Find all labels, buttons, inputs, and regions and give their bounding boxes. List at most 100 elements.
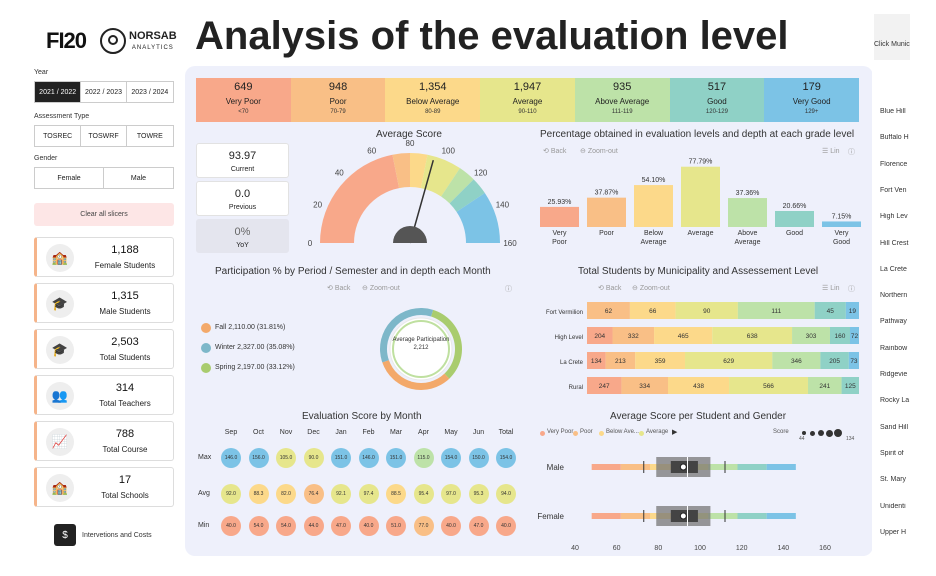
municipality-item[interactable]: Unidenti [880, 502, 906, 510]
score-dot[interactable]: 88.3 [248, 484, 269, 504]
back-button[interactable]: ⟲ Back [543, 148, 567, 155]
muni-bar-segment[interactable] [849, 327, 859, 344]
municipality-item[interactable]: St. Mary [880, 476, 907, 484]
municipality-item[interactable]: Sand Hill [880, 423, 909, 431]
score-dot[interactable]: 95.4 [413, 484, 434, 504]
score-dot[interactable]: 47.0 [331, 516, 351, 536]
municipality-item[interactable]: Ridgevie [880, 371, 908, 378]
year-option[interactable]: 2022 / 2023 [81, 82, 127, 102]
gender-option[interactable]: Female [35, 168, 104, 188]
muni-bar-segment[interactable] [841, 377, 859, 394]
muni-bar-segment[interactable] [848, 352, 859, 369]
help-icon[interactable]: ⓘ [848, 149, 855, 156]
muni-bar-segment[interactable] [654, 327, 713, 344]
muni-bar-segment[interactable] [629, 302, 676, 319]
muni-bar-segment[interactable] [587, 327, 613, 344]
score-dot[interactable]: 151.0 [331, 448, 351, 468]
pct-bar[interactable] [634, 185, 673, 227]
level-band[interactable]: 1,947 Average 90-110 [480, 78, 575, 122]
score-dot[interactable]: 95.3 [468, 484, 489, 504]
score-dot[interactable]: 88.5 [386, 484, 406, 504]
muni-bar-segment[interactable] [807, 377, 842, 394]
level-band[interactable]: 649 Very Poor <70 [196, 78, 291, 122]
pct-bar[interactable] [587, 197, 626, 227]
score-dot[interactable]: 156.0 [248, 448, 269, 468]
muni-bar-segment[interactable] [612, 327, 655, 344]
muni-bar-segment[interactable] [829, 327, 850, 344]
interventions-link[interactable]: Intervetions and Costs [82, 532, 152, 539]
muni-bar-segment[interactable] [621, 377, 669, 394]
score-dot[interactable]: 94.0 [496, 484, 516, 504]
zoom-out-button[interactable]: ⊖ Zoom-out [580, 148, 618, 155]
score-dot[interactable]: 77.0 [413, 516, 434, 536]
score-dot[interactable]: 82.0 [276, 484, 296, 504]
level-band[interactable]: 179 Very Good 129+ [764, 78, 859, 122]
municipality-item[interactable]: Buffalo H [880, 134, 909, 142]
score-dot[interactable]: 40.0 [441, 516, 461, 536]
lin-toggle[interactable]: ☰ Lin [822, 148, 840, 155]
level-band[interactable]: 948 Poor 70-79 [290, 78, 386, 122]
assessment-option[interactable]: TOSREC [35, 126, 82, 146]
muni-bar-segment[interactable] [820, 352, 849, 369]
municipality-item[interactable]: Blue Hill [880, 108, 906, 115]
pct-bar[interactable] [681, 166, 720, 227]
year-option[interactable]: 2021 / 2022 [35, 82, 82, 102]
score-dot[interactable]: 146.0 [221, 448, 241, 468]
municipality-item[interactable]: Northern [880, 292, 908, 300]
score-dot[interactable]: 105.0 [276, 448, 296, 468]
level-band[interactable]: 1,354 Below Average 80-89 [385, 78, 481, 122]
score-dot[interactable]: 40.0 [221, 516, 241, 536]
muni-bar-segment[interactable] [685, 352, 773, 369]
pct-bar[interactable] [775, 210, 814, 227]
muni-bar-segment[interactable] [587, 302, 630, 319]
zoom-out-button[interactable]: ⊖ Zoom-out [362, 285, 400, 292]
muni-bar-segment[interactable] [587, 352, 606, 369]
help-icon[interactable]: ⓘ [848, 286, 855, 293]
zoom-out-button[interactable]: ⊖ Zoom-out [632, 285, 670, 292]
help-icon[interactable]: ⓘ [505, 286, 512, 293]
muni-bar-segment[interactable] [605, 352, 636, 369]
score-dot[interactable]: 40.0 [358, 516, 379, 536]
pct-bar[interactable] [822, 221, 861, 227]
score-dot[interactable]: 115.0 [413, 448, 434, 468]
score-dot[interactable]: 40.0 [496, 516, 516, 536]
level-band[interactable]: 935 Above Average 111-119 [574, 78, 670, 122]
back-button[interactable]: ⟲ Back [598, 285, 622, 292]
score-dot[interactable]: 92.0 [221, 484, 241, 504]
clear-slicers-button[interactable]: Clear all slicers [34, 203, 174, 226]
municipality-item[interactable]: Florence [880, 160, 908, 168]
pct-bar[interactable] [728, 198, 767, 227]
year-option[interactable]: 2023 / 2024 [131, 88, 169, 96]
muni-bar-segment[interactable] [668, 377, 730, 394]
muni-bar-segment[interactable] [587, 377, 622, 394]
score-dot[interactable]: 54.0 [276, 516, 296, 536]
score-dot[interactable]: 44.0 [303, 516, 324, 536]
municipality-item[interactable]: La Crete [880, 265, 907, 273]
assessment-option[interactable]: TOWRE [136, 132, 163, 140]
muni-bar-segment[interactable] [675, 302, 738, 319]
score-dot[interactable]: 76.4 [303, 484, 324, 504]
muni-bar-segment[interactable] [772, 352, 821, 369]
score-dot[interactable]: 150.0 [468, 448, 489, 468]
score-dot[interactable]: 51.0 [386, 516, 406, 536]
muni-bar-segment[interactable] [792, 327, 830, 344]
score-dot[interactable]: 154.0 [496, 448, 516, 468]
muni-bar-segment[interactable] [845, 302, 859, 319]
donut-slice[interactable] [431, 309, 462, 379]
score-dot[interactable]: 151.0 [386, 448, 406, 468]
score-dot[interactable]: 97.4 [358, 484, 379, 504]
municipality-item[interactable]: Fort Ven [880, 186, 907, 194]
score-dot[interactable]: 47.0 [468, 516, 489, 536]
muni-bar-segment[interactable] [712, 327, 793, 344]
interventions-icon[interactable]: $ [54, 524, 76, 546]
pct-bar[interactable] [540, 206, 579, 227]
municipality-item[interactable]: Rainbow [880, 344, 908, 352]
assessment-option[interactable]: TOSWRF [81, 126, 127, 146]
lin-toggle[interactable]: ☰ Lin [822, 285, 840, 292]
municipality-item[interactable]: Upper H [880, 528, 907, 536]
score-dot[interactable]: 90.0 [303, 448, 324, 468]
muni-bar-segment[interactable] [635, 352, 686, 369]
municipality-item[interactable]: High Lev [880, 213, 908, 221]
level-band[interactable]: 517 Good 120-129 [669, 78, 765, 122]
municipality-item[interactable]: Spirit of [880, 449, 904, 457]
